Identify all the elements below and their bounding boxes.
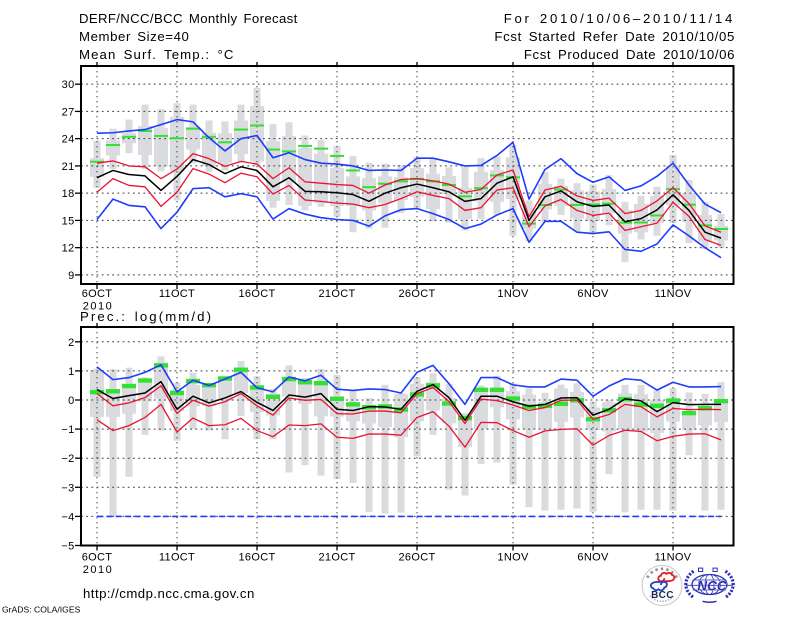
svg-text:GrADS: COLA/IGES: GrADS: COLA/IGES [2,605,81,615]
svg-text:18: 18 [62,188,75,200]
svg-text:11OCT: 11OCT [159,288,195,300]
svg-text:−4: −4 [61,511,74,523]
svg-text:27: 27 [62,106,75,118]
svg-text:1NOV: 1NOV [497,552,529,564]
svg-text:2010: 2010 [83,301,113,313]
svg-text:NCC: NCC [697,578,726,593]
svg-text:11NOV: 11NOV [655,552,692,564]
svg-text:Mean Surf. Temp.: °C: Mean Surf. Temp.: °C [79,47,234,62]
svg-text:21: 21 [62,161,75,173]
svg-text:Fcst Produced Date 2010/10/06: Fcst Produced Date 2010/10/06 [524,47,735,62]
svg-text:−3: −3 [61,482,74,494]
svg-text:1: 1 [68,366,74,378]
svg-text:24: 24 [62,134,75,146]
svg-text:6NOV: 6NOV [577,288,609,300]
svg-text:2010: 2010 [83,564,113,576]
svg-text:11NOV: 11NOV [655,288,692,300]
svg-text:12: 12 [62,243,75,255]
svg-text:16OCT: 16OCT [239,552,276,564]
svg-text:6OCT: 6OCT [82,552,113,564]
svg-text:9: 9 [68,270,74,282]
svg-text:Member Size=40: Member Size=40 [79,29,189,44]
svg-text:30: 30 [62,79,75,91]
svg-text:15: 15 [62,215,75,227]
svg-text:6NOV: 6NOV [577,552,609,564]
svg-text:1NOV: 1NOV [497,288,529,300]
svg-text:For 2010/10/06–2010/11/14: For 2010/10/06–2010/11/14 [504,11,735,26]
svg-text:26OCT: 26OCT [399,288,436,300]
svg-text:21OCT: 21OCT [319,552,356,564]
svg-text:26OCT: 26OCT [399,552,436,564]
svg-text:2: 2 [68,337,74,349]
svg-text:http://cmdp.ncc.cma.gov.cn: http://cmdp.ncc.cma.gov.cn [83,586,255,601]
svg-text:−1: −1 [61,424,74,436]
svg-text:11OCT: 11OCT [159,552,195,564]
svg-text:−5: −5 [61,541,74,553]
svg-text:21OCT: 21OCT [319,288,356,300]
svg-text:Prec.: log(mm/d): Prec.: log(mm/d) [80,309,213,324]
svg-text:6OCT: 6OCT [82,288,113,300]
svg-text:Fcst Started Refer Date 2010/1: Fcst Started Refer Date 2010/10/05 [494,29,735,44]
svg-text:16OCT: 16OCT [239,288,276,300]
svg-text:DERF/NCC/BCC Monthly Forecast: DERF/NCC/BCC Monthly Forecast [79,11,298,26]
svg-text:−2: −2 [61,453,74,465]
svg-text:BCC: BCC [651,590,674,601]
svg-text:0: 0 [68,395,74,407]
